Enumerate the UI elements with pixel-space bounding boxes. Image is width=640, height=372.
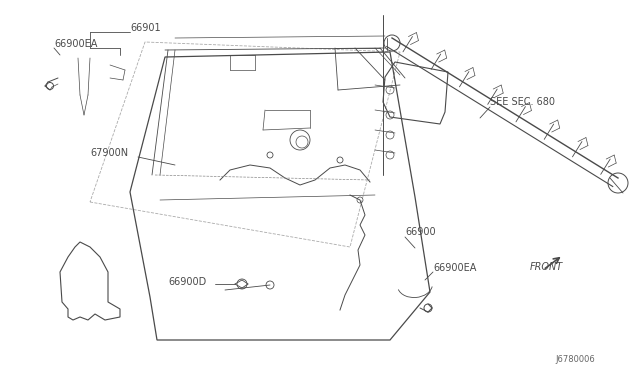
Text: 66900: 66900 (405, 227, 436, 237)
Text: 66900EA: 66900EA (54, 39, 97, 49)
Text: 66900EA: 66900EA (433, 263, 476, 273)
Text: 66900D: 66900D (168, 277, 206, 287)
Text: FRONT: FRONT (530, 262, 563, 272)
Text: J6780006: J6780006 (555, 356, 595, 365)
Text: 67900N: 67900N (90, 148, 128, 158)
Text: 66901: 66901 (130, 23, 161, 33)
Text: SEE SEC. 680: SEE SEC. 680 (490, 97, 555, 107)
